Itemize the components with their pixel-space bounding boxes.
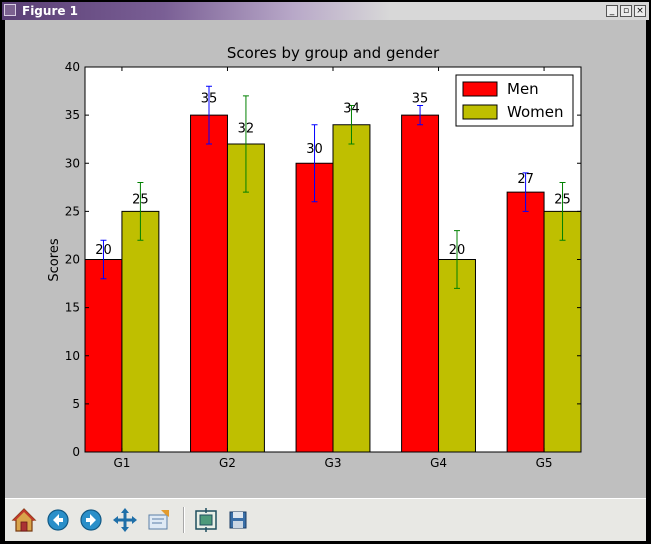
y-axis-label: Scores	[47, 238, 62, 281]
forward-icon	[80, 509, 102, 531]
data-label-men-g1: 20	[95, 243, 112, 258]
pan-button[interactable]	[110, 505, 140, 535]
y-tick-label-5: 5	[72, 397, 80, 411]
bar-men-g2	[190, 114, 228, 453]
back-icon	[47, 509, 69, 531]
data-label-men-g3: 30	[306, 142, 323, 157]
plot-frame	[84, 66, 582, 453]
data-label-women-g3: 34	[343, 101, 360, 116]
bar-men-g4	[401, 114, 440, 453]
save-icon	[229, 511, 247, 529]
navigation-toolbar	[5, 498, 646, 541]
bar-women-g3	[332, 124, 371, 453]
y-tick-label-20: 20	[65, 253, 80, 267]
save-button[interactable]	[223, 505, 253, 535]
legend: Men Women	[455, 74, 574, 127]
y-tick-label-10: 10	[65, 349, 80, 363]
x-tick-label-g5: G5	[536, 456, 553, 470]
x-tick-label-g4: G4	[430, 456, 447, 470]
zoom-icon	[148, 510, 169, 530]
back-button[interactable]	[43, 505, 73, 535]
minimize-button[interactable]: _	[606, 5, 618, 17]
y-tick-label-15: 15	[65, 301, 80, 315]
window-menu-icon[interactable]	[4, 4, 16, 16]
legend-label-women: Women	[507, 103, 563, 121]
data-label-women-g1: 25	[132, 192, 149, 207]
data-label-women-g4: 20	[449, 243, 466, 258]
data-label-men-g2: 35	[201, 91, 218, 106]
chart-title: Scores by group and gender	[227, 44, 440, 62]
y-tick-label-25: 25	[65, 204, 80, 218]
bar-men-g3	[295, 162, 334, 453]
zoom-button[interactable]	[144, 505, 174, 535]
bar-chart: Scores by group and gender Scores 20 35 30…	[47, 44, 582, 470]
data-label-women-g2: 32	[238, 122, 255, 137]
toolbar-separator	[183, 507, 185, 533]
maximize-button[interactable]: ▫	[620, 5, 632, 17]
x-tick-label-g3: G3	[325, 456, 342, 470]
y-tick-label-0: 0	[72, 445, 80, 459]
legend-label-men: Men	[507, 80, 539, 98]
bar-women-g2	[226, 143, 265, 453]
figure-canvas[interactable]: Scores by group and gender Scores 20 35 30…	[5, 20, 646, 498]
title-bar[interactable]: Figure 1 _ ▫ ×	[2, 2, 649, 20]
data-label-men-g5: 27	[517, 172, 534, 187]
pan-icon	[113, 508, 137, 532]
y-tick-label-40: 40	[65, 60, 80, 74]
data-label-women-g5: 25	[554, 192, 571, 207]
data-label-men-g4: 35	[412, 91, 429, 106]
legend-swatch-women	[462, 104, 498, 120]
legend-swatch-men	[462, 81, 498, 97]
home-icon	[11, 508, 37, 532]
window-title: Figure 1	[22, 4, 79, 18]
home-button[interactable]	[9, 505, 39, 535]
forward-button[interactable]	[76, 505, 106, 535]
bar-women-g5	[543, 210, 582, 453]
close-button[interactable]: ×	[634, 5, 646, 17]
y-tick-label-30: 30	[65, 156, 80, 170]
subplots-icon	[195, 508, 217, 532]
bar-men-g1	[84, 259, 123, 453]
bar-men-g5	[506, 191, 545, 453]
x-tick-label-g1: G1	[113, 456, 130, 470]
y-tick-label-35: 35	[65, 108, 80, 122]
x-tick-label-g2: G2	[219, 456, 236, 470]
subplots-button[interactable]	[191, 505, 221, 535]
bar-women-g1	[121, 210, 160, 453]
